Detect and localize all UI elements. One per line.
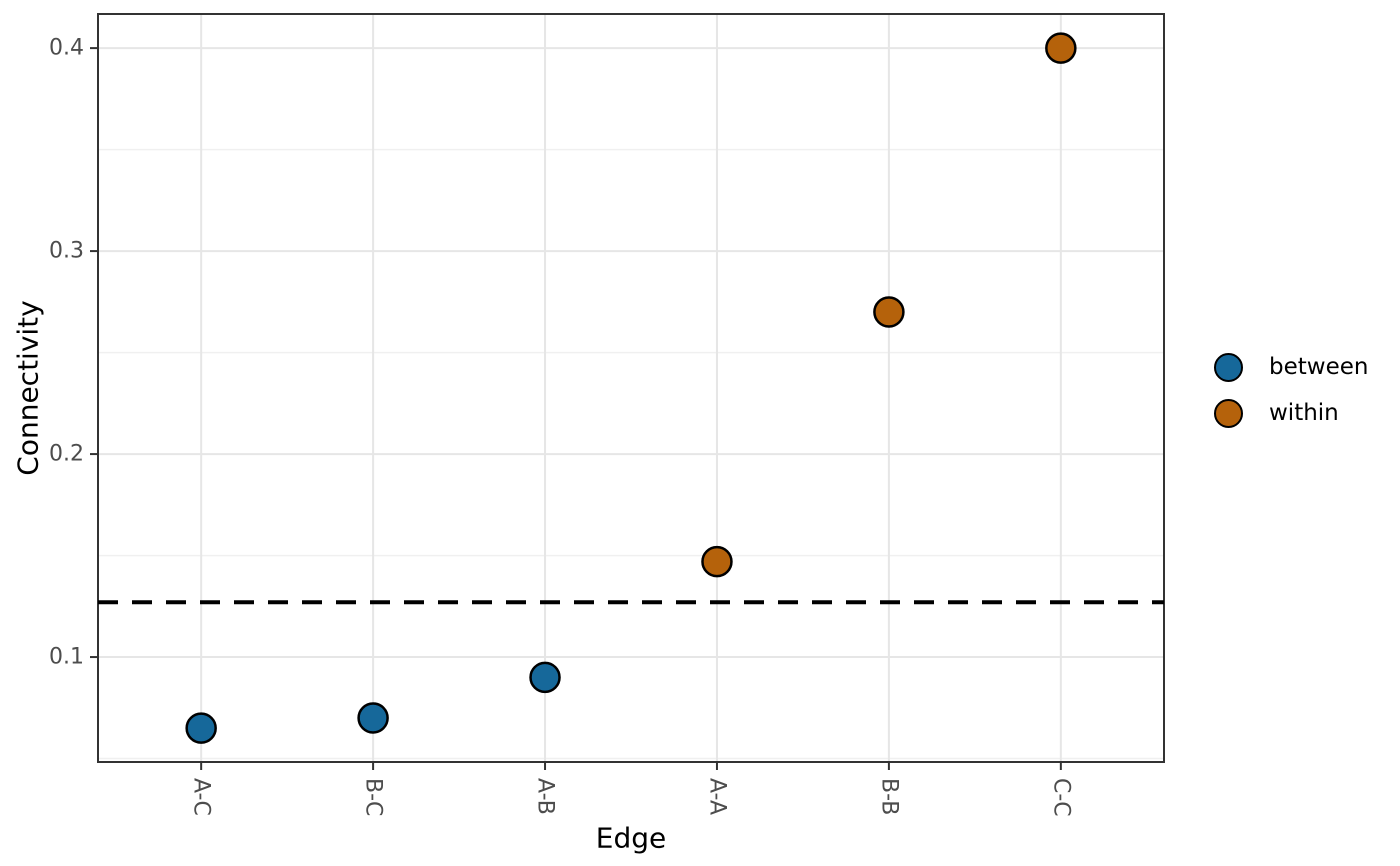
legend-item-between: between [1214,352,1368,382]
legend-label-within: within [1269,400,1339,426]
x-tick-label-A-A: A-A [704,778,729,815]
legend-item-within: within [1214,398,1368,428]
data-point-A-C [185,712,217,744]
data-point-A-B [529,661,561,694]
legend-swatch-within-icon [1214,398,1243,428]
y-axis-title: Connectivity [11,300,45,476]
x-tick-label-B-C: B-C [361,778,386,816]
legend-label-between: between [1269,354,1369,380]
y-tick-label: 0.2 [49,442,84,467]
data-point-B-B [873,296,905,328]
x-tick-label-C-C: C-C [1048,778,1073,817]
y-tick-label: 0.3 [49,239,84,264]
panel-border [97,13,1165,763]
x-tick-label-B-B: B-B [876,778,901,815]
data-point-A-A [701,545,733,578]
x-tick-label-A-C: A-C [189,778,214,816]
legend: between within [1214,352,1368,444]
y-tick-label: 0.1 [49,645,84,670]
y-tick-label: 0.4 [49,36,84,61]
data-point-B-C [357,702,389,734]
legend-swatch-between-icon [1214,352,1243,382]
x-axis-title: Edge [595,821,667,855]
data-point-C-C [1045,32,1077,64]
x-tick-label-A-B: A-B [533,778,558,815]
